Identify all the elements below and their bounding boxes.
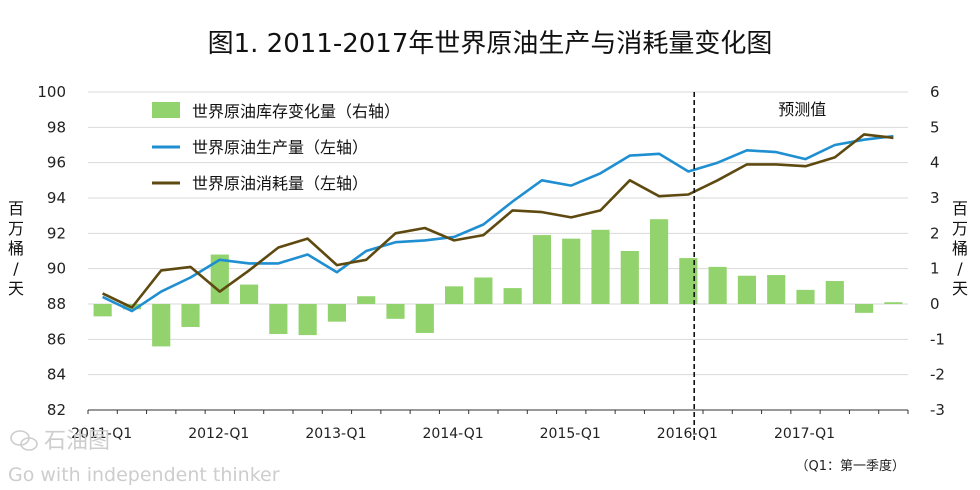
bar-series-inventory-change <box>93 219 903 347</box>
axes <box>87 409 909 414</box>
bar <box>298 304 317 336</box>
bar <box>620 251 639 304</box>
y-left-tick-label: 84 <box>47 366 66 384</box>
production-line <box>102 134 894 313</box>
bar <box>679 258 698 304</box>
y-left-tick-label: 96 <box>47 154 66 172</box>
x-tick-label: 2017-Q1 <box>774 426 835 442</box>
bar <box>327 304 347 322</box>
y-right-tick-label: 1 <box>930 260 940 278</box>
watermark: 石油图 Go with independent thinker <box>8 429 280 486</box>
bar <box>591 229 610 304</box>
y-right-axis-label-char: 桶 <box>952 239 968 258</box>
bar <box>796 289 815 304</box>
bar <box>532 235 552 304</box>
bar <box>152 304 171 347</box>
x-tick-label: 2011-Q1 <box>71 426 132 442</box>
bar <box>503 288 522 304</box>
y-left-tick-label: 82 <box>47 401 66 419</box>
y-right-tick-label: 6 <box>930 83 940 101</box>
bar <box>357 296 376 304</box>
legend-label-production: 世界原油生产量（左轴） <box>192 138 368 157</box>
bar <box>649 219 669 304</box>
bar <box>415 304 434 333</box>
y-right-axis-label-char: 天 <box>952 279 968 298</box>
legend-label-consumption: 世界原油消耗量（左轴） <box>192 174 368 193</box>
y-left-tick-label: 98 <box>47 118 66 136</box>
y-left-tick-label: 100 <box>37 83 66 101</box>
consumption-line <box>102 133 894 309</box>
bar <box>239 284 259 304</box>
y-right-tick-label: 5 <box>930 118 940 136</box>
y-right-tick-label: 0 <box>930 295 940 313</box>
tick-labels: 82 84 86 88 90 92 94 96 98 100 -3 -2 -1 0 1 2 3 4 5 6 2011-Q… <box>37 83 945 442</box>
y-right-tick-label: 4 <box>930 154 940 172</box>
watermark-slogan: Go with independent thinker <box>8 464 280 486</box>
legend-swatch-inventory <box>152 102 180 118</box>
y-left-axis-label-char: 万 <box>8 219 24 238</box>
y-left-axis-label-char: 桶 <box>8 239 24 258</box>
legend: 世界原油库存变化量（右轴） 世界原油生产量（左轴） 世界原油消耗量（左轴） <box>152 102 400 193</box>
bar <box>210 254 229 304</box>
bar <box>767 275 786 304</box>
bar <box>737 275 757 304</box>
chart-title: 图1. 2011-2017年世界原油生产与消耗量变化图 <box>208 29 773 59</box>
bar <box>884 302 903 304</box>
y-right-tick-label: 3 <box>930 189 940 207</box>
quarter-note: （Q1：第一季度） <box>795 458 905 474</box>
legend-label-inventory: 世界原油库存变化量（右轴） <box>192 102 400 121</box>
bar <box>825 281 844 304</box>
y-right-tick-label: 2 <box>930 224 940 242</box>
y-left-tick-label: 90 <box>47 260 66 278</box>
y-right-axis-label-char: 百 <box>952 199 968 218</box>
y-left-axis-label-char: 天 <box>8 279 24 298</box>
line-series <box>102 133 894 313</box>
x-tick-label: 2012-Q1 <box>188 426 249 442</box>
bar <box>181 304 200 327</box>
y-right-axis-label-char: 万 <box>952 219 968 238</box>
y-right-axis-label-char: / <box>957 259 963 278</box>
y-left-axis-label-char: 百 <box>8 199 24 218</box>
watermark-brand: 石油图 <box>44 429 110 454</box>
bar <box>93 304 112 317</box>
y-left-tick-label: 86 <box>47 330 66 348</box>
bar <box>474 277 493 304</box>
bar <box>708 266 727 304</box>
bar <box>854 304 874 313</box>
bar <box>444 286 464 304</box>
forecast-divider: 预测值 <box>693 92 826 440</box>
y-right-tick-label: -2 <box>930 366 945 384</box>
forecast-label: 预测值 <box>778 100 826 119</box>
bar <box>562 238 581 304</box>
bar <box>269 304 288 335</box>
bar <box>386 304 405 319</box>
x-tick-label: 2013-Q1 <box>305 426 366 442</box>
wechat-icon <box>10 430 38 451</box>
y-right-tick-label: -3 <box>930 401 945 419</box>
x-tick-label: 2016-Q1 <box>657 426 718 442</box>
y-right-tick-label: -1 <box>930 330 945 348</box>
x-tick-label: 2015-Q1 <box>540 426 601 442</box>
y-left-tick-label: 92 <box>47 224 66 242</box>
y-left-axis-label-char: / <box>13 259 19 278</box>
y-left-tick-label: 94 <box>47 189 66 207</box>
y-left-tick-label: 88 <box>47 295 66 313</box>
x-tick-label: 2014-Q1 <box>423 426 484 442</box>
